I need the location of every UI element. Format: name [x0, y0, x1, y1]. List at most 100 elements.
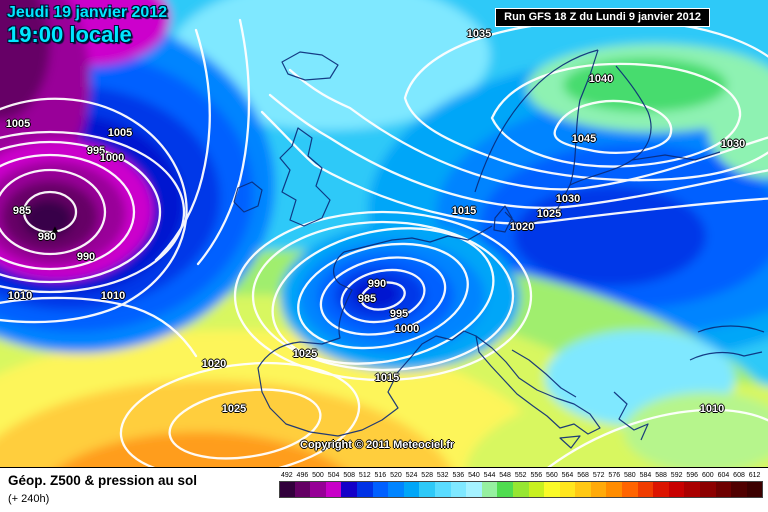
pressure-label: 1020 [509, 221, 535, 233]
pressure-label: 1000 [99, 152, 125, 164]
scale-cell: 580 [622, 471, 638, 498]
scale-swatch [481, 481, 498, 498]
scale-cell: 492 [279, 471, 295, 498]
scale-swatch [512, 481, 529, 498]
legend-title: Géop. Z500 & pression au sol [8, 473, 198, 488]
map-graphic [0, 0, 768, 467]
scale-value: 596 [686, 472, 699, 479]
pressure-label: 1010 [100, 290, 126, 302]
scale-swatch [403, 481, 420, 498]
scale-cell: 572 [590, 471, 607, 498]
scale-swatch [606, 481, 623, 498]
pressure-label: 1005 [5, 118, 31, 130]
scale-value: 600 [701, 472, 714, 479]
scale-cell: 548 [497, 471, 513, 498]
scale-cell: 516 [372, 471, 389, 498]
legend-bar: Géop. Z500 & pression au sol (+ 240h) 49… [0, 467, 768, 512]
scale-cell: 512 [356, 471, 373, 498]
scale-swatch [325, 481, 342, 498]
scale-value: 500 [312, 472, 324, 479]
pressure-label: 995 [86, 145, 106, 157]
scale-value: 508 [343, 472, 356, 479]
pressure-label: 1030 [555, 193, 581, 205]
copyright-text: Copyright © 2011 Meteociel.fr [300, 439, 455, 451]
scale-swatch [746, 481, 763, 498]
scale-value: 492 [280, 472, 293, 479]
scale-value: 612 [748, 472, 761, 479]
scale-value: 536 [452, 472, 465, 479]
scale-swatch [668, 481, 685, 498]
pressure-label: 1015 [374, 372, 400, 384]
scale-value: 584 [639, 472, 652, 479]
scale-value: 608 [733, 472, 745, 479]
forecast-date: Jeudi 19 janvier 2012 [7, 4, 168, 21]
low-center-marker: ▲ [50, 224, 60, 236]
pressure-label: 1035 [466, 28, 492, 40]
scale-cell: 556 [528, 471, 545, 498]
pressure-label: 990 [76, 251, 96, 263]
scale-value: 528 [421, 472, 433, 479]
geopotential-field [0, 0, 768, 467]
pressure-label: 1045 [571, 133, 597, 145]
scale-cell: 500 [310, 471, 326, 498]
coastlines [233, 49, 765, 449]
scale-value: 588 [655, 472, 667, 479]
scale-swatch [279, 481, 295, 498]
scale-cell: 528 [419, 471, 435, 498]
scale-value: 504 [327, 472, 340, 479]
scale-cell: 588 [653, 471, 669, 498]
scale-swatch [528, 481, 545, 498]
scale-swatch [700, 481, 716, 498]
scale-value: 572 [592, 472, 605, 479]
pressure-label: 1010 [7, 290, 33, 302]
pressure-label: 1030 [720, 138, 746, 150]
scale-value: 560 [546, 472, 558, 479]
scale-cell: 596 [684, 471, 701, 498]
scale-cell: 536 [450, 471, 467, 498]
scale-value: 540 [468, 472, 480, 479]
scale-swatch [450, 481, 467, 498]
scale-swatch [622, 481, 638, 498]
scale-cell: 552 [512, 471, 529, 498]
scale-value: 532 [436, 472, 449, 479]
pressure-label: 1025 [292, 348, 318, 360]
pressure-label: 1025 [221, 403, 247, 415]
scale-cell: 576 [606, 471, 623, 498]
pressure-label: 995 [389, 308, 409, 320]
pressure-label: 1020 [201, 358, 227, 370]
scale-cell: 496 [294, 471, 311, 498]
scale-cell: 524 [403, 471, 420, 498]
scale-swatch [653, 481, 669, 498]
scale-cell: 564 [559, 471, 576, 498]
scale-value: 580 [624, 472, 636, 479]
scale-value: 520 [390, 472, 402, 479]
scale-swatch [341, 481, 357, 498]
scale-cell: 592 [668, 471, 685, 498]
scale-swatch [372, 481, 389, 498]
pressure-label: 990 [367, 278, 387, 290]
scale-value: 496 [296, 472, 309, 479]
scale-swatch [559, 481, 576, 498]
pressure-label: 1025 [536, 208, 562, 220]
scale-swatch [575, 481, 591, 498]
scale-cell: 520 [388, 471, 404, 498]
scale-swatch [544, 481, 560, 498]
scale-swatch [294, 481, 311, 498]
scale-value: 524 [405, 472, 418, 479]
scale-swatch [466, 481, 482, 498]
run-info-box: Run GFS 18 Z du Lundi 9 janvier 2012 [495, 8, 710, 27]
pressure-label: 1040 [588, 73, 614, 85]
pressure-label: 985 [357, 293, 377, 305]
scale-value: 556 [530, 472, 543, 479]
scale-value: 604 [717, 472, 730, 479]
scale-cell: 568 [575, 471, 591, 498]
scale-swatch [731, 481, 747, 498]
pressure-label: 980 [37, 231, 57, 243]
scale-swatch [356, 481, 373, 498]
scale-cell: 584 [637, 471, 654, 498]
pressure-label: 985 [12, 205, 32, 217]
scale-cell: 508 [341, 471, 357, 498]
scale-value: 516 [374, 472, 387, 479]
scale-swatch [310, 481, 326, 498]
forecast-time: 19:00 locale [7, 22, 132, 48]
